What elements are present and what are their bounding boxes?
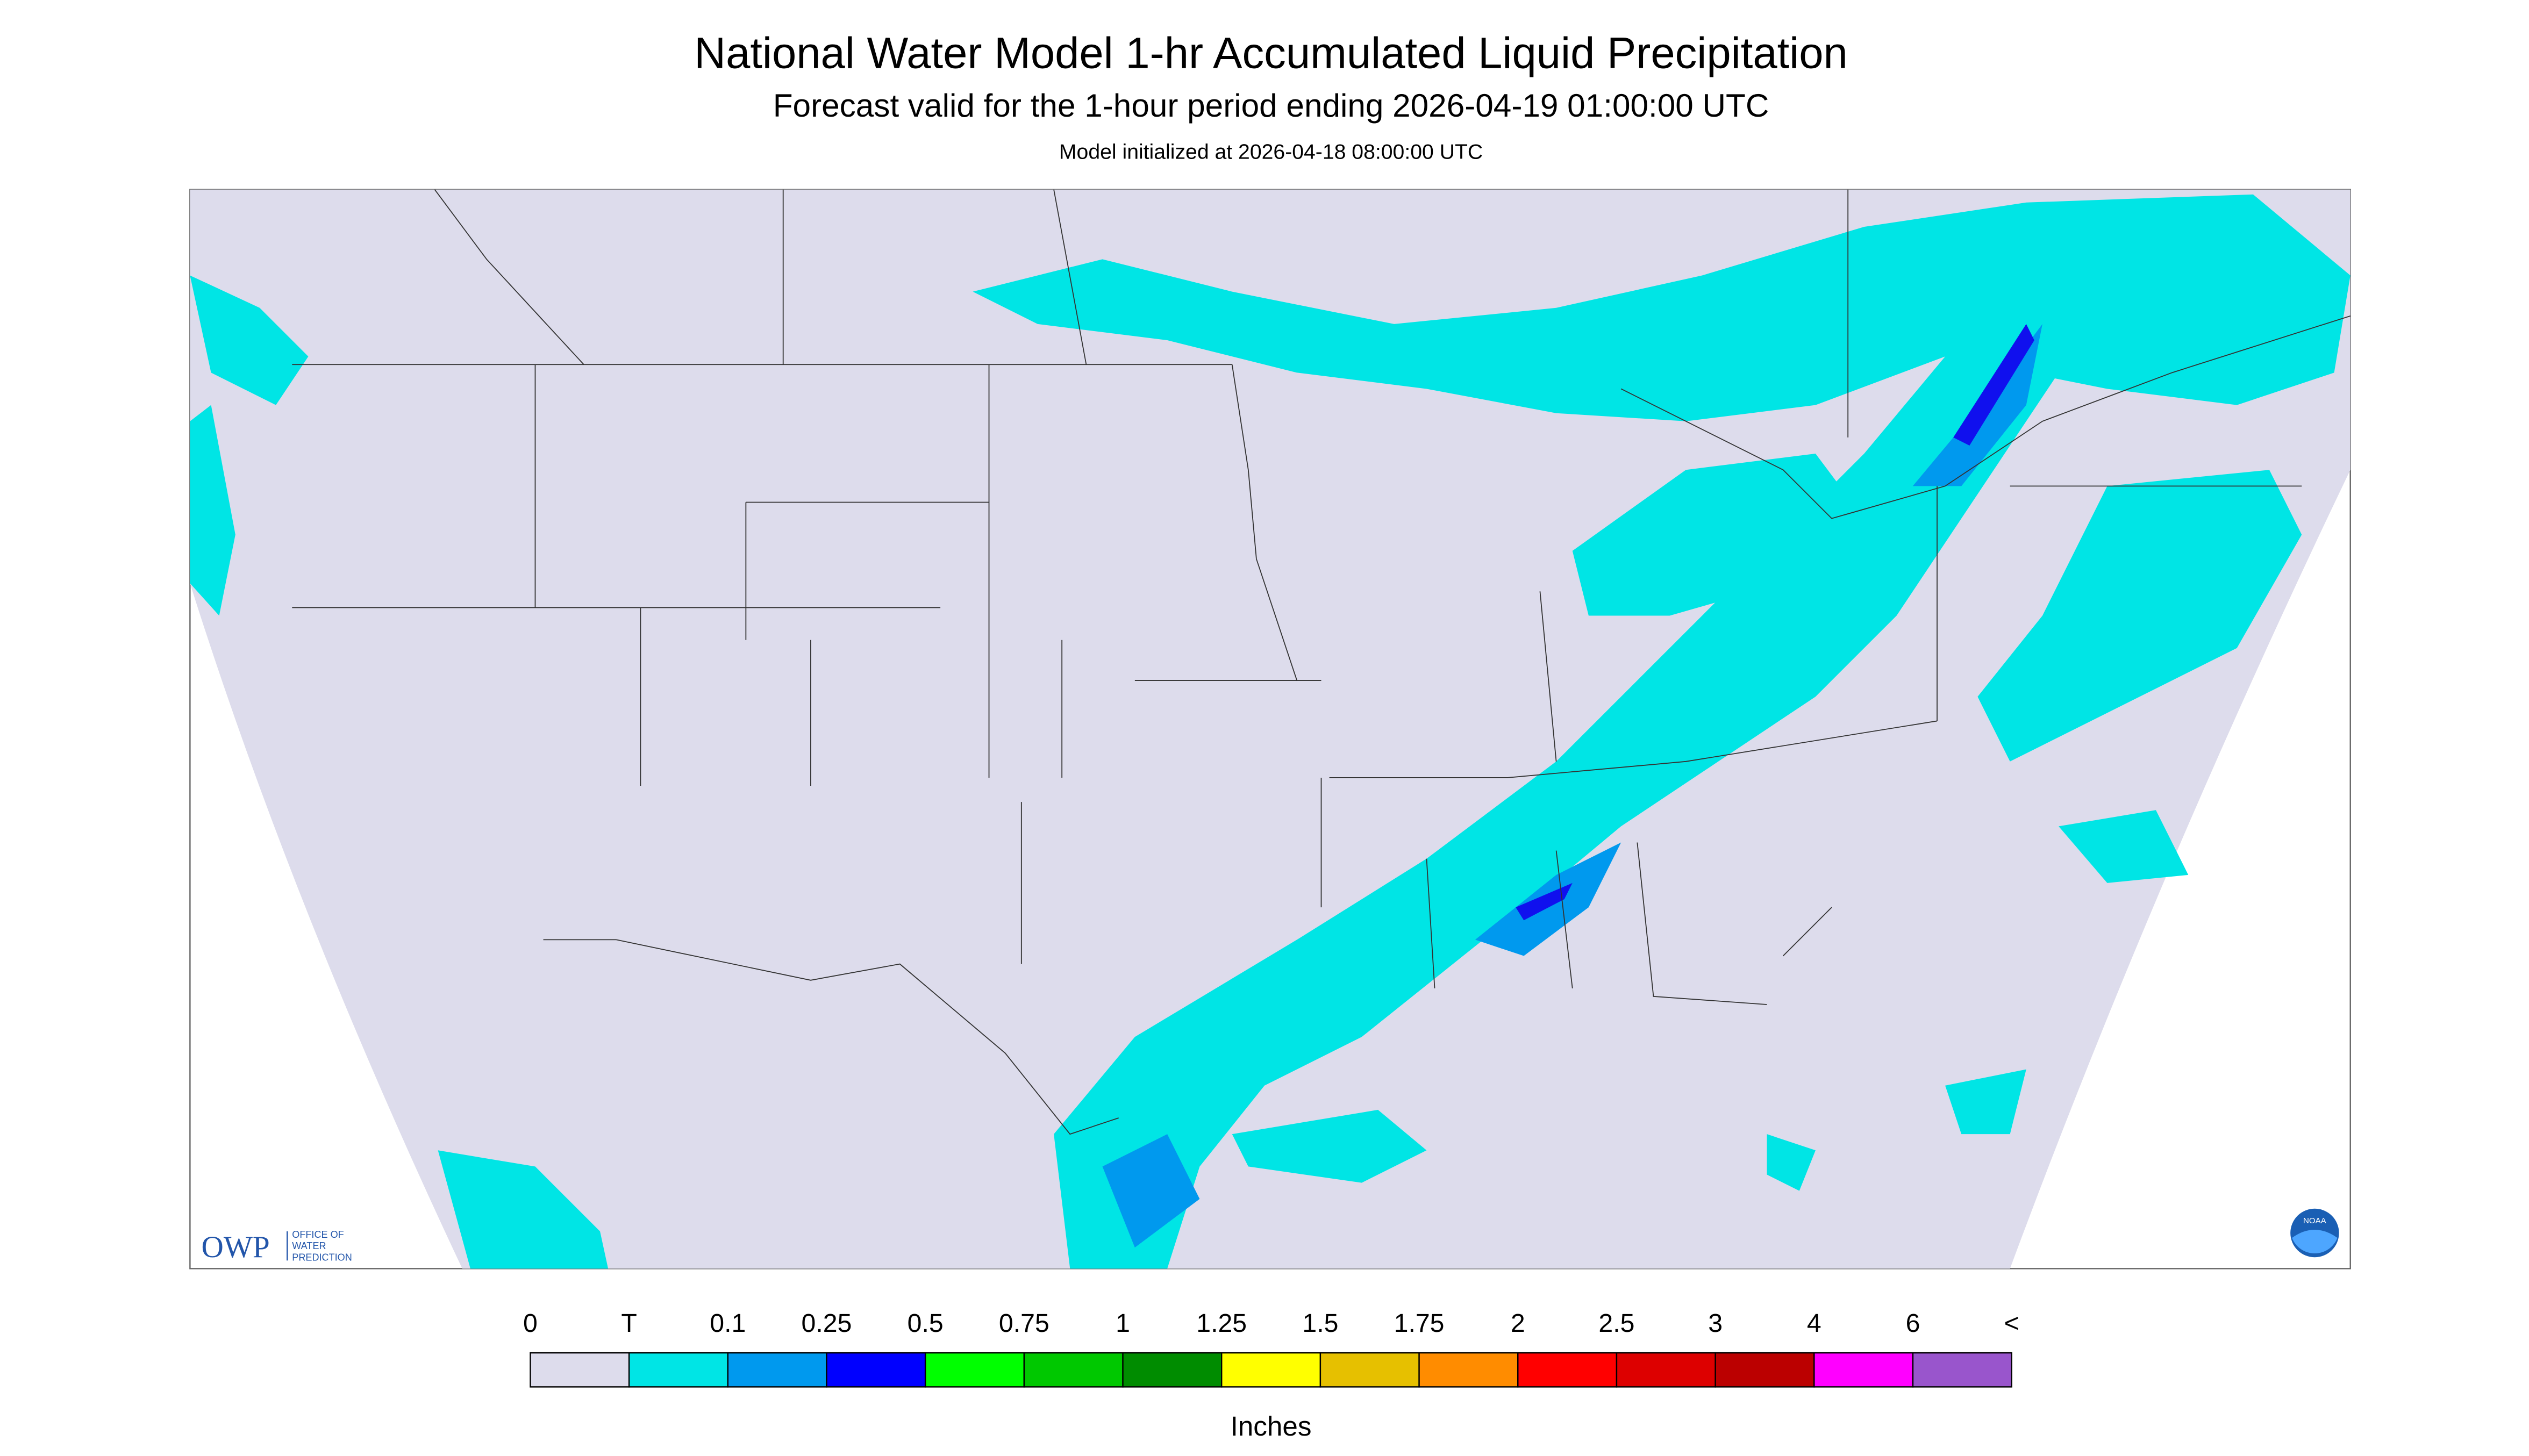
noaa-logo: NOAA [2290,1208,2339,1258]
legend-label: T [621,1309,637,1338]
legend-label: 1.5 [1302,1309,1338,1338]
legend-swatch [1912,1352,2012,1388]
legend-label: 0.5 [908,1309,944,1338]
legend-swatch [1418,1352,1519,1388]
legend-unit: Inches [1231,1411,1312,1441]
legend-swatch [1714,1352,1815,1388]
noaa-text: NOAA [2303,1216,2327,1225]
legend-swatch [924,1352,1025,1388]
legend-label: 2 [1511,1309,1525,1338]
legend-swatch [1517,1352,1618,1388]
legend-label: 1.25 [1196,1309,1247,1338]
legend-label: 1.75 [1394,1309,1445,1338]
owp-name-line: OFFICE OF [292,1229,344,1240]
legend-label: 4 [1807,1309,1821,1338]
precipitation [190,194,2351,1269]
legend-swatch [530,1352,630,1388]
legend-label: < [2004,1309,2019,1338]
legend-label: 0.25 [802,1309,852,1338]
legend-label: 0.75 [999,1309,1049,1338]
legend-swatch [1813,1352,1914,1388]
borders [292,189,2351,1135]
legend-swatch [826,1352,926,1388]
owp-name-line: PREDICTION [292,1252,352,1263]
legend-swatch [628,1352,729,1388]
legend-swatch [727,1352,827,1388]
title: National Water Model 1-hr Accumulated Li… [694,29,1847,78]
legend: Inches 0 T 0.1 0.25 0.5 0.75 1 1.25 1.5 1.75 2 2.5 3… [523,1309,2019,1441]
legend-swatch [1319,1352,1420,1388]
subtitle: Forecast valid for the 1-hour period end… [773,87,1769,124]
legend-label: 2.5 [1598,1309,1634,1338]
legend-label: 0.1 [710,1309,746,1338]
map: OWP OFFICE OF WATER PREDICTION NOAA [189,189,2351,1269]
legend-label: 0 [523,1309,538,1338]
legend-label: 3 [1708,1309,1723,1338]
owp-name-line: WATER [292,1240,326,1251]
legend-swatch [1616,1352,1716,1388]
owp-acronym: OWP [201,1230,269,1264]
legend-label: 1 [1116,1309,1130,1338]
legend-swatch [1023,1352,1124,1388]
legend-swatch [1122,1352,1223,1388]
legend-label: 6 [1906,1309,1920,1338]
legend-swatch [1221,1352,1321,1388]
init-note: Model initialized at 2026-04-18 08:00:00… [1059,140,1483,163]
owp-logo: OWP OFFICE OF WATER PREDICTION [201,1229,352,1264]
